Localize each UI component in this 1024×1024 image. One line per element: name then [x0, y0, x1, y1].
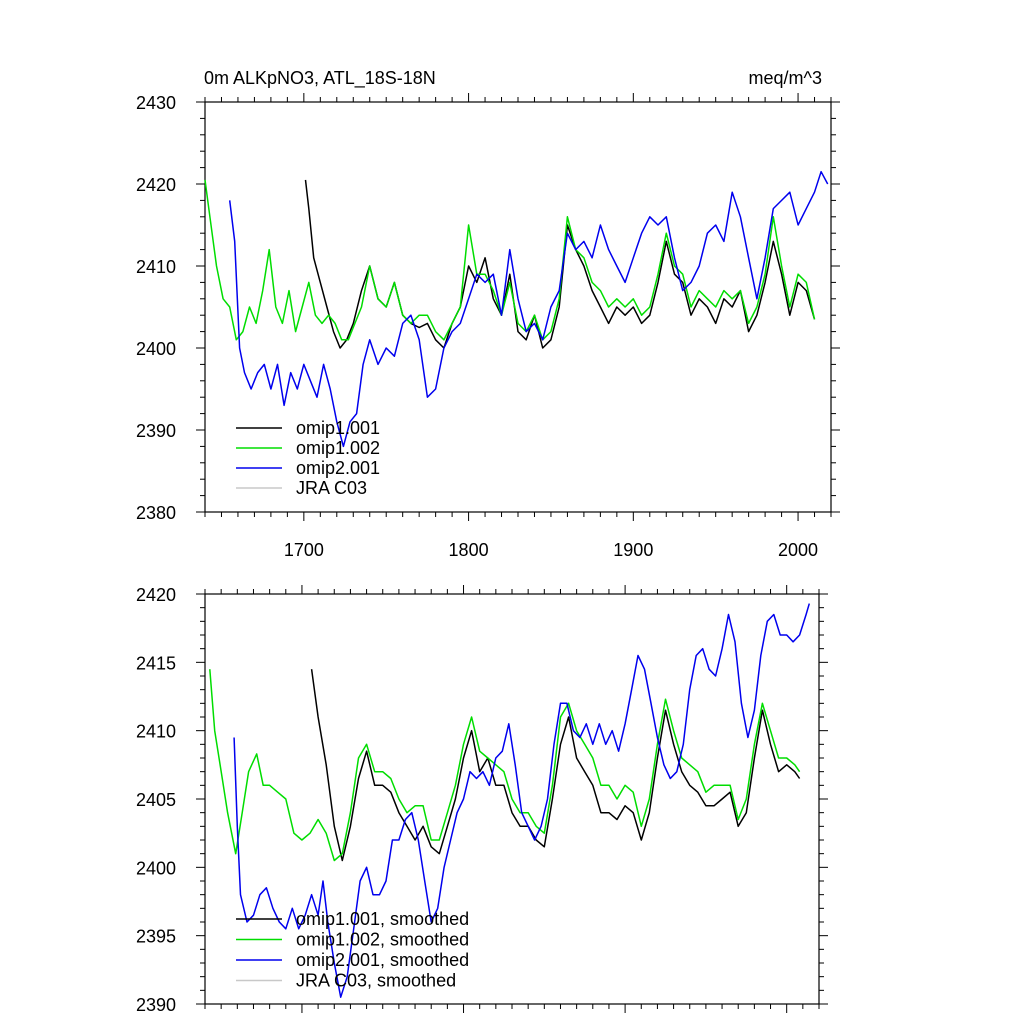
- y-tick-label: 2390: [136, 421, 176, 441]
- legend-label-0: omip1.001: [296, 418, 380, 438]
- series-line-2: [233, 603, 811, 998]
- y-tick-label: 2400: [136, 858, 176, 878]
- y-tick-label: 2405: [136, 790, 176, 810]
- x-tick-label: 1900: [613, 540, 653, 560]
- y-tick-label: 2420: [136, 175, 176, 195]
- legend-label-2: omip2.001: [296, 458, 380, 478]
- x-tick-label: 1800: [449, 540, 489, 560]
- y-tick-label: 2410: [136, 722, 176, 742]
- y-tick-label: 2430: [136, 93, 176, 113]
- top-panel-units: meq/m^3: [749, 68, 822, 88]
- top-panel-title: 0m ALKpNO3, ATL_18S-18N: [204, 68, 436, 89]
- legend-label-1: omip1.002, smoothed: [296, 930, 469, 950]
- series-line-1: [204, 179, 816, 341]
- legend-label-1: omip1.002: [296, 438, 380, 458]
- x-tick-label: 1700: [284, 540, 324, 560]
- top-panel: 0m ALKpNO3, ATL_18S-18N meq/m^3 1700 1800…: [136, 68, 840, 560]
- y-tick-label: 2390: [136, 995, 176, 1015]
- y-tick-label: 2415: [136, 653, 176, 673]
- y-tick-label: 2410: [136, 257, 176, 277]
- y-tick-label: 2420: [136, 585, 176, 605]
- y-tick-label: 2380: [136, 503, 176, 523]
- bottom-panel: 2390 2395 2400 2405 2410 2415 2420 omip1.001, …: [136, 585, 828, 1015]
- legend-label-0: omip1.001, smoothed: [296, 909, 469, 929]
- series-line-0: [310, 669, 801, 862]
- x-tick-label: 2000: [778, 540, 818, 560]
- series-line-0: [304, 179, 816, 349]
- legend-label-2: omip2.001, smoothed: [296, 950, 469, 970]
- legend-label-3: JRA C03: [296, 478, 367, 498]
- series-line-2: [228, 170, 829, 448]
- series-line-1: [209, 669, 801, 862]
- y-tick-label: 2395: [136, 927, 176, 947]
- legend-label-3: JRA C03, smoothed: [296, 971, 456, 991]
- y-tick-label: 2400: [136, 339, 176, 359]
